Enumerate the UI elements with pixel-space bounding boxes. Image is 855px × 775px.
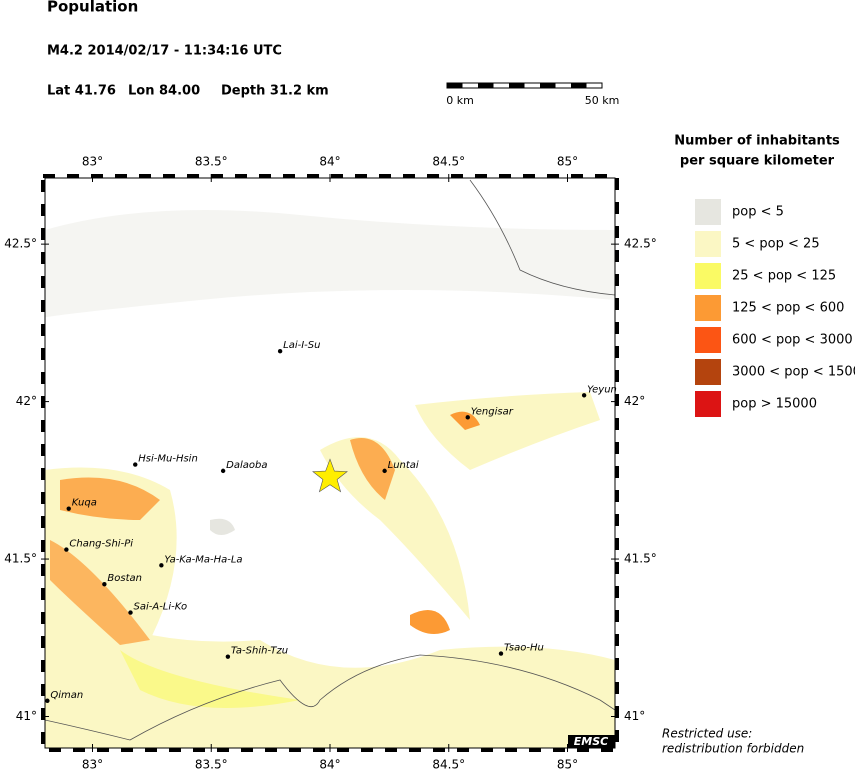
- city-label: Dalaoba: [226, 460, 267, 471]
- legend-title: per square kilometer: [680, 154, 835, 169]
- map-marks: 83° 83° 83.5° 83.5° 84° 84° 84.5° 84.5° 85° 85° 41…: [4, 155, 656, 772]
- city-marker: [498, 651, 504, 656]
- legend-label: pop > 15000: [732, 397, 817, 412]
- depth: Depth 31.2 km: [221, 84, 329, 99]
- city-marker: [102, 582, 107, 587]
- legend-label: pop < 5: [732, 205, 784, 220]
- x-tick-label: 83.5°: [195, 758, 228, 772]
- epicenter: [312, 458, 348, 493]
- legend-swatch: [695, 263, 721, 289]
- legend-label: 25 < pop < 125: [732, 269, 836, 284]
- lat: Lat 41.76: [47, 84, 116, 99]
- city-label: Ya-Ka-Ma-Ha-La: [164, 554, 242, 565]
- x-tick-label: 84.5°: [432, 758, 465, 772]
- y-tick-label: 42.5°: [4, 237, 37, 251]
- city-marker: [66, 506, 71, 511]
- y-tick-label: 41.5°: [624, 552, 657, 566]
- title: Population: [47, 0, 138, 16]
- population-layer: [45, 178, 615, 748]
- brand: EMSC: [574, 735, 608, 748]
- legend-title: Number of inhabitants: [674, 134, 840, 149]
- city-label: Chang-Shi-Pi: [69, 539, 133, 550]
- legend-swatch: [695, 391, 721, 417]
- legend-label: 5 < pop < 25: [732, 237, 820, 252]
- city-label: Ta-Shih-Tzu: [231, 646, 288, 657]
- city-label: Hsi-Mu-Hsin: [138, 454, 198, 465]
- x-tick-label: 83°: [82, 155, 103, 169]
- city-marker: [382, 468, 387, 474]
- city-label: Kuqa: [72, 498, 97, 509]
- city-marker: [133, 462, 138, 467]
- city-label: Lai-I-Su: [283, 340, 320, 351]
- city-marker: [465, 415, 470, 420]
- city-marker: [220, 468, 226, 474]
- city-label: Bostan: [107, 573, 142, 584]
- legend-label: 600 < pop < 3000: [732, 333, 853, 348]
- note: Restricted use:: [662, 727, 752, 741]
- y-tick-label: 42.5°: [624, 237, 657, 251]
- scale-end: 50 km: [585, 94, 620, 107]
- city-label: Yeyun: [587, 384, 617, 395]
- y-tick-label: 42°: [16, 394, 37, 408]
- y-tick-label: 41°: [624, 709, 645, 723]
- city-marker: [225, 654, 231, 659]
- city-label: Qiman: [50, 690, 83, 701]
- city-label: Tsao-Hu: [504, 643, 544, 654]
- map: EMSC 83° 83° 83.5° 83.5° 84° 84° 84.5° 84.5° 85°…: [4, 155, 656, 772]
- x-tick-label: 83°: [82, 758, 103, 772]
- city-marker: [159, 563, 164, 568]
- city-label: Yengisar: [471, 406, 514, 417]
- y-tick-label: 42°: [624, 394, 645, 408]
- legend-label: 125 < pop < 600: [732, 301, 844, 316]
- note: redistribution forbidden: [662, 742, 804, 756]
- city-label: Sai-A-Li-Ko: [134, 602, 188, 613]
- city-marker: [128, 610, 133, 615]
- legend-swatch: [695, 231, 721, 257]
- city-marker: [277, 349, 283, 354]
- x-tick-label: 83.5°: [195, 155, 228, 169]
- y-tick-label: 41°: [16, 709, 37, 723]
- legend: pop < 5 5 < pop < 25 25 < pop < 125 125 < p…: [695, 199, 855, 417]
- event: M4.2 2014/02/17 - 11:34:16 UTC: [47, 44, 282, 59]
- scale-start: 0 km: [446, 94, 474, 107]
- legend-swatch: [695, 327, 721, 353]
- city-label: Luntai: [388, 460, 419, 471]
- x-tick-label: 84°: [319, 155, 340, 169]
- legend-swatch: [695, 359, 721, 385]
- x-tick-label: 85°: [557, 758, 578, 772]
- legend-label: 3000 < pop < 15000: [732, 365, 855, 380]
- scale-bar: 0 km 50 km: [446, 82, 620, 107]
- x-tick-label: 84°: [319, 758, 340, 772]
- x-tick-label: 85°: [557, 155, 578, 169]
- legend-swatch: [695, 199, 721, 225]
- legend-swatch: [695, 295, 721, 321]
- city-marker: [45, 698, 50, 703]
- city-marker: [581, 393, 587, 398]
- city-marker: [64, 547, 69, 552]
- y-tick-label: 41.5°: [4, 552, 37, 566]
- x-tick-label: 84.5°: [432, 155, 465, 169]
- lon: Lon 84.00: [128, 84, 200, 99]
